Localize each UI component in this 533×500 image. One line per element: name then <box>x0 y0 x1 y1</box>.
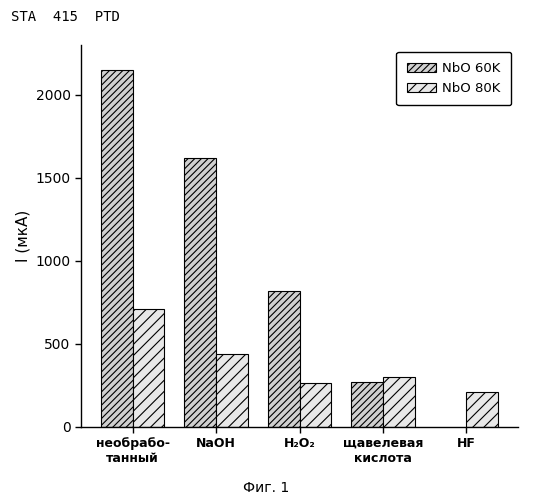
Legend: NbO 60K, NbO 80K: NbO 60K, NbO 80K <box>397 52 511 106</box>
Bar <box>216 354 248 426</box>
Bar <box>133 309 164 426</box>
Bar <box>351 382 383 426</box>
Text: STA  415  PTD: STA 415 PTD <box>11 10 119 24</box>
Bar <box>184 158 216 426</box>
Bar <box>300 382 331 426</box>
Bar <box>466 392 498 426</box>
Bar <box>101 70 133 426</box>
Y-axis label: I (мкА): I (мкА) <box>15 210 30 262</box>
Text: Фиг. 1: Фиг. 1 <box>244 481 289 495</box>
Bar <box>268 290 300 426</box>
Bar <box>383 377 415 426</box>
